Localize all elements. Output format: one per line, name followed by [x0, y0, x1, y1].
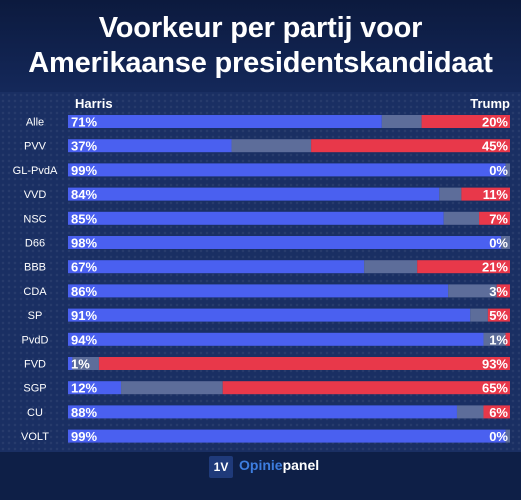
category-label-gl-pvda: GL-PvdA	[13, 165, 58, 177]
legend-trump: Trump	[470, 96, 510, 111]
category-label-bbb: BBB	[24, 262, 46, 274]
bar-trump-alle	[421, 115, 510, 128]
bar-undecided-sp	[470, 308, 488, 322]
category-label-volt: VOLT	[21, 431, 49, 443]
value-label-trump-gl-pvda: 0%	[489, 163, 508, 178]
bar-trump-fvd	[98, 357, 510, 370]
value-label-trump-sp: 5%	[489, 308, 508, 323]
value-label-trump-fvd: 93%	[482, 357, 508, 372]
bar-harris-pvv	[68, 139, 232, 153]
chart-title-line-2: Amerikaanse presidentskandidaat	[28, 47, 493, 79]
category-label-alle: Alle	[26, 117, 44, 129]
bar-harris-volt	[68, 429, 506, 443]
bar-undecided-nsc	[443, 211, 480, 225]
value-label-harris-pvv: 37%	[71, 139, 97, 154]
bar-harris-cu	[68, 405, 457, 419]
bar-trump-pvdd	[505, 332, 510, 346]
bar-undecided-alle	[381, 115, 422, 128]
bar-undecided-vvd	[439, 187, 462, 201]
bar-undecided-pvdd	[483, 332, 506, 346]
category-label-sp: SP	[28, 310, 43, 322]
value-label-harris-d66: 98%	[71, 236, 97, 251]
bar-undecided-d66	[501, 236, 510, 249]
bar-trump-sgp	[222, 381, 510, 395]
value-label-trump-nsc: 7%	[489, 211, 508, 226]
bar-harris-nsc	[68, 211, 444, 225]
legend-harris: Harris	[75, 96, 113, 111]
bar-undecided-volt	[505, 429, 510, 443]
bar-harris-fvd	[68, 357, 73, 370]
bar-trump-cu	[483, 405, 510, 419]
stacked-bar-chart: Alle 71% 20% PVV 37% 45% GL-PvdA 99% 0% VVD 84% 11%…	[13, 115, 510, 444]
value-label-trump-vvd: 11%	[483, 187, 509, 202]
bar-undecided-gl-pvda	[505, 163, 510, 177]
bar-trump-cda	[496, 284, 510, 298]
category-label-pvv: PVV	[24, 141, 47, 153]
category-label-sgp: SGP	[23, 383, 46, 395]
value-label-trump-d66: 0%	[489, 236, 508, 251]
bar-undecided-fvd	[72, 357, 99, 370]
bar-harris-bbb	[68, 260, 365, 274]
value-label-harris-volt: 99%	[71, 429, 97, 444]
value-label-trump-pvv: 45%	[482, 139, 508, 154]
value-label-trump-cda: 3%	[489, 284, 508, 299]
value-label-trump-sgp: 65%	[482, 381, 508, 396]
category-label-vvd: VVD	[24, 189, 47, 201]
bar-harris-d66	[68, 236, 502, 249]
value-label-trump-cu: 6%	[489, 405, 508, 420]
title-banner: Voorkeur per partij voor Amerikaanse pre…	[0, 0, 521, 92]
value-label-harris-cu: 88%	[71, 405, 97, 420]
value-label-harris-sp: 91%	[71, 308, 97, 323]
opiniepanel-logo-icon: 1V	[209, 456, 233, 478]
bar-undecided-pvv	[231, 139, 312, 153]
value-label-harris-vvd: 84%	[71, 187, 97, 202]
bar-harris-pvdd	[68, 332, 484, 346]
category-label-nsc: NSC	[23, 213, 46, 225]
bar-undecided-cu	[456, 405, 484, 419]
bar-harris-vvd	[68, 187, 440, 201]
chart-title-line-1: Voorkeur per partij voor	[98, 12, 423, 44]
footer	[0, 452, 521, 500]
bar-harris-gl-pvda	[68, 163, 506, 177]
brand-name: Opiniepanel	[239, 457, 319, 473]
brand-name-part2: panel	[282, 457, 320, 473]
value-label-trump-volt: 0%	[489, 429, 508, 444]
bar-trump-nsc	[479, 211, 510, 225]
bar-harris-alle	[68, 115, 382, 128]
value-label-trump-bbb: 21%	[482, 260, 508, 275]
category-label-cu: CU	[27, 407, 43, 419]
value-label-harris-gl-pvda: 99%	[71, 163, 97, 178]
value-label-trump-pvdd: 1%	[489, 332, 508, 347]
bar-harris-sgp	[68, 381, 122, 395]
bar-trump-sp	[487, 308, 510, 322]
category-label-d66: D66	[25, 238, 45, 250]
bar-harris-sp	[68, 308, 471, 322]
value-label-harris-fvd: 1%	[71, 357, 90, 372]
bar-harris-cda	[68, 284, 449, 298]
category-label-cda: CDA	[23, 286, 47, 298]
bar-trump-bbb	[417, 260, 510, 274]
value-label-harris-bbb: 67%	[71, 260, 97, 275]
value-label-trump-alle: 20%	[482, 115, 508, 130]
category-label-pvdd: PvdD	[22, 334, 49, 346]
brand-name-part1: Opinie	[239, 457, 283, 473]
bar-trump-vvd	[461, 187, 510, 201]
value-label-harris-cda: 86%	[71, 284, 97, 299]
category-label-fvd: FVD	[24, 359, 46, 371]
bar-undecided-cda	[448, 284, 497, 298]
value-label-harris-sgp: 12%	[71, 381, 97, 396]
value-label-harris-nsc: 85%	[71, 211, 97, 226]
bar-undecided-bbb	[364, 260, 418, 274]
value-label-harris-pvdd: 94%	[71, 332, 97, 347]
value-label-harris-alle: 71%	[71, 115, 97, 130]
bar-trump-pvv	[311, 139, 510, 153]
bar-undecided-sgp	[121, 381, 223, 395]
